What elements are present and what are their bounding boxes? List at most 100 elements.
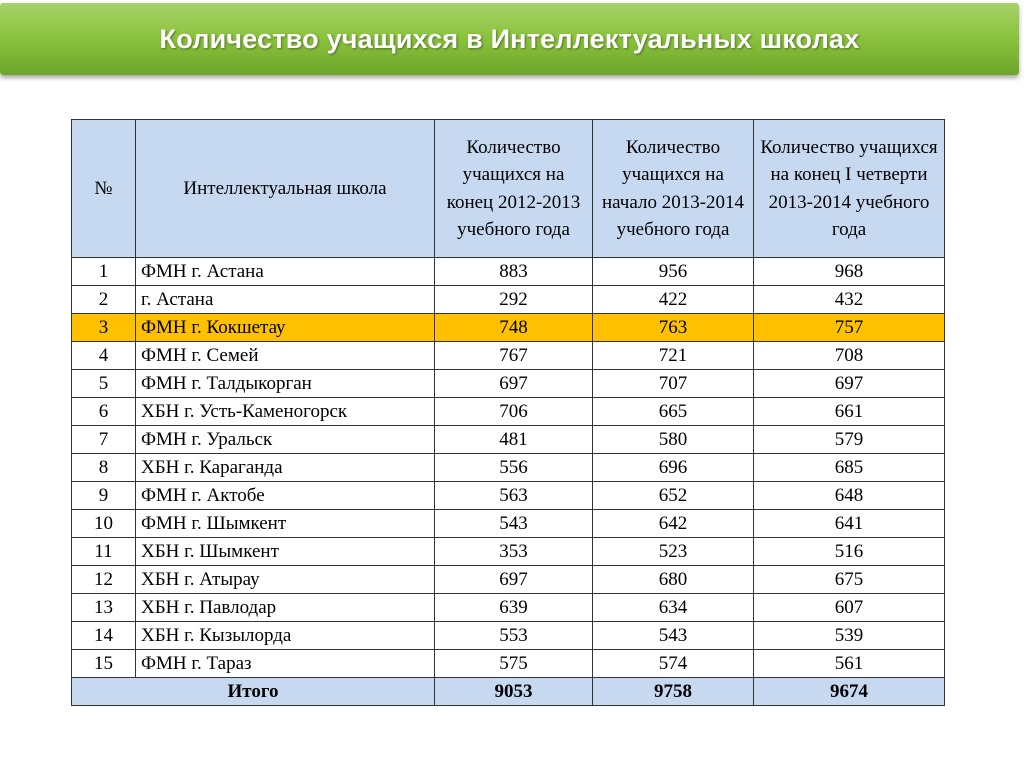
- cell-value-1: 543: [434, 509, 593, 538]
- cell-school: ФМН г. Семей: [135, 341, 435, 370]
- cell-school: ФМН г. Астана: [135, 257, 435, 286]
- cell-value-2: 580: [592, 425, 754, 454]
- header-end-2012-2013: Количество учащихся на конец 2012-2013 у…: [434, 119, 593, 258]
- cell-num: 10: [71, 509, 136, 538]
- cell-school: г. Астана: [135, 285, 435, 314]
- cell-num: 2: [71, 285, 136, 314]
- cell-school: ФМН г. Кокшетау: [135, 313, 435, 342]
- cell-num: 11: [71, 537, 136, 566]
- cell-value-3: 641: [753, 509, 945, 538]
- cell-value-3: 661: [753, 397, 945, 426]
- header-num: №: [71, 119, 136, 258]
- cell-value-2: 642: [592, 509, 754, 538]
- cell-school: ФМН г. Шымкент: [135, 509, 435, 538]
- cell-value-1: 748: [434, 313, 593, 342]
- table-row: 11 ХБН г. Шымкент 353 523 516: [71, 537, 945, 566]
- cell-num: 15: [71, 649, 136, 678]
- cell-value-1: 553: [434, 621, 593, 650]
- total-row: Итого 9053 9758 9674: [71, 677, 945, 706]
- cell-value-1: 563: [434, 481, 593, 510]
- table-row: 12 ХБН г. Атырау 697 680 675: [71, 565, 945, 594]
- cell-num: 5: [71, 369, 136, 398]
- cell-num: 12: [71, 565, 136, 594]
- table-row: 15 ФМН г. Тараз 575 574 561: [71, 649, 945, 678]
- cell-value-2: 763: [592, 313, 754, 342]
- cell-value-2: 634: [592, 593, 754, 622]
- cell-value-2: 665: [592, 397, 754, 426]
- cell-value-2: 652: [592, 481, 754, 510]
- cell-value-2: 707: [592, 369, 754, 398]
- total-value-2: 9758: [592, 677, 754, 706]
- students-table: № Интеллектуальная школа Количество учащ…: [71, 119, 945, 706]
- cell-value-3: 516: [753, 537, 945, 566]
- cell-value-1: 697: [434, 369, 593, 398]
- cell-value-2: 543: [592, 621, 754, 650]
- cell-value-1: 639: [434, 593, 593, 622]
- cell-school: ХБН г. Караганда: [135, 453, 435, 482]
- cell-value-1: 292: [434, 285, 593, 314]
- cell-school: ХБН г. Шымкент: [135, 537, 435, 566]
- cell-school: ФМН г. Уральск: [135, 425, 435, 454]
- cell-school: ХБН г. Атырау: [135, 565, 435, 594]
- total-value-1: 9053: [434, 677, 593, 706]
- table-row: 8 ХБН г. Караганда 556 696 685: [71, 453, 945, 482]
- cell-num: 6: [71, 397, 136, 426]
- cell-value-1: 883: [434, 257, 593, 286]
- cell-value-1: 556: [434, 453, 593, 482]
- cell-value-3: 432: [753, 285, 945, 314]
- total-label: Итого: [71, 677, 435, 706]
- cell-value-2: 680: [592, 565, 754, 594]
- cell-num: 1: [71, 257, 136, 286]
- cell-value-1: 706: [434, 397, 593, 426]
- cell-value-3: 579: [753, 425, 945, 454]
- cell-num: 13: [71, 593, 136, 622]
- cell-value-3: 539: [753, 621, 945, 650]
- cell-value-3: 968: [753, 257, 945, 286]
- cell-value-2: 721: [592, 341, 754, 370]
- cell-value-2: 422: [592, 285, 754, 314]
- table-row: 3 ФМН г. Кокшетау 748 763 757: [71, 313, 945, 342]
- table-row: 4 ФМН г. Семей 767 721 708: [71, 341, 945, 370]
- cell-school: ХБН г. Усть-Каменогорск: [135, 397, 435, 426]
- cell-value-2: 696: [592, 453, 754, 482]
- cell-num: 7: [71, 425, 136, 454]
- table-row: 5 ФМН г. Талдыкорган 697 707 697: [71, 369, 945, 398]
- cell-num: 3: [71, 313, 136, 342]
- cell-value-2: 574: [592, 649, 754, 678]
- cell-value-1: 353: [434, 537, 593, 566]
- table-row: 9 ФМН г. Актобе 563 652 648: [71, 481, 945, 510]
- cell-num: 8: [71, 453, 136, 482]
- header-school: Интеллектуальная школа: [135, 119, 435, 258]
- cell-value-2: 523: [592, 537, 754, 566]
- cell-school: ХБН г. Кызылорда: [135, 621, 435, 650]
- cell-value-3: 675: [753, 565, 945, 594]
- cell-school: ФМН г. Тараз: [135, 649, 435, 678]
- table-row: 7 ФМН г. Уральск 481 580 579: [71, 425, 945, 454]
- cell-value-3: 697: [753, 369, 945, 398]
- table-row: 6 ХБН г. Усть-Каменогорск 706 665 661: [71, 397, 945, 426]
- title-bar: Количество учащихся в Интеллектуальных ш…: [0, 3, 1019, 75]
- table-row: 13 ХБН г. Павлодар 639 634 607: [71, 593, 945, 622]
- cell-value-3: 708: [753, 341, 945, 370]
- cell-num: 4: [71, 341, 136, 370]
- cell-value-1: 575: [434, 649, 593, 678]
- cell-value-3: 561: [753, 649, 945, 678]
- cell-value-2: 956: [592, 257, 754, 286]
- cell-value-3: 648: [753, 481, 945, 510]
- total-value-3: 9674: [753, 677, 945, 706]
- page-title: Количество учащихся в Интеллектуальных ш…: [159, 23, 860, 54]
- cell-school: ФМН г. Талдыкорган: [135, 369, 435, 398]
- cell-num: 9: [71, 481, 136, 510]
- table-row: 1 ФМН г. Астана 883 956 968: [71, 257, 945, 286]
- cell-value-1: 481: [434, 425, 593, 454]
- table-header-row: № Интеллектуальная школа Количество учащ…: [71, 119, 945, 258]
- header-end-q1-2013-2014: Количество учащихся на конец I четверти …: [753, 119, 945, 258]
- table-row: 14 ХБН г. Кызылорда 553 543 539: [71, 621, 945, 650]
- cell-value-1: 767: [434, 341, 593, 370]
- header-start-2013-2014: Количество учащихся на начало 2013-2014 …: [592, 119, 754, 258]
- cell-value-3: 757: [753, 313, 945, 342]
- table-row: 10 ФМН г. Шымкент 543 642 641: [71, 509, 945, 538]
- cell-value-3: 607: [753, 593, 945, 622]
- cell-num: 14: [71, 621, 136, 650]
- cell-school: ХБН г. Павлодар: [135, 593, 435, 622]
